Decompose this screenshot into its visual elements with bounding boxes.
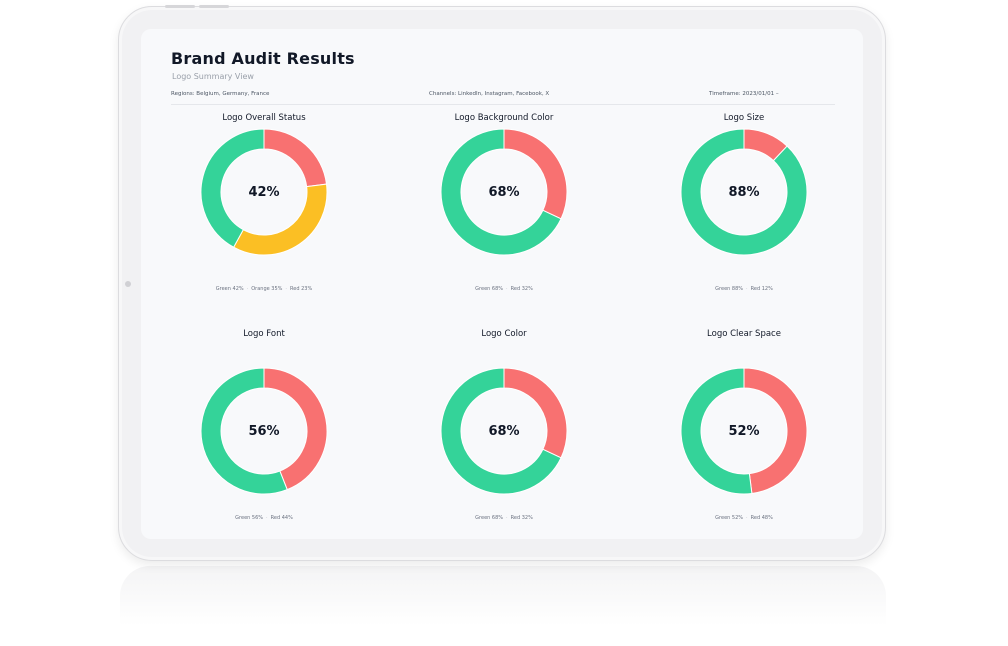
donut-chart [200,128,328,256]
timeframe-filter[interactable]: Timeframe: 2023/01/01 – [709,91,779,97]
donut-segment-green [440,128,562,256]
chart-panel-logo-color: Logo Color 68% Green 68% · Red 32% [394,329,614,539]
channels-filter[interactable]: Channels: LinkedIn, Instagram, Facebook,… [429,91,550,97]
regions-filter[interactable]: Regions: Belgium, Germany, France [171,91,270,97]
chart-legend: Green 42% · Orange 35% · Red 23% [215,286,313,292]
device-reflection [120,566,886,626]
legend-item: Green 56% [235,515,264,521]
donut-segment-green [200,128,265,248]
dashboard-screen: Brand Audit Results Logo Summary View Re… [141,29,863,539]
chart-title: Logo Clear Space [707,329,781,339]
chart-title: Logo Background Color [454,113,554,123]
page-subtitle: Logo Summary View [172,72,254,81]
donut-chart [680,128,808,256]
center-percentage: 56% [248,423,280,439]
chart-title: Logo Overall Status [222,113,306,123]
filter-bar: Regions: Belgium, Germany, France Channe… [171,91,835,103]
chart-panel-logo-clear-space: Logo Clear Space 52% Green 52% · Red 48% [634,329,854,539]
chart-title: Logo Size [723,113,765,123]
chart-legend: Green 52% · Red 48% [715,515,773,521]
legend-item: Red 12% [750,286,773,292]
legend-item: Green 42% [215,286,244,292]
donut-segment-green [200,367,288,495]
legend-item: Green 52% [715,515,744,521]
header-divider [171,104,835,105]
center-percentage: 52% [728,423,760,439]
donut-chart [680,367,808,495]
chart-panel-logo-font: Logo Font 56% Green 56% · Red 44% [154,329,374,539]
chart-panel-logo-size: Logo Size 88% Green 88% · Red 12% [634,113,854,323]
legend-item: Orange 35% [251,286,283,292]
legend-item: Green 68% [475,286,504,292]
donut-chart [440,367,568,495]
center-percentage: 88% [728,184,760,200]
donut-segment-red [743,367,808,495]
donut-chart [440,128,568,256]
donut-segment-green [680,128,808,256]
donut-segment-red [263,367,328,491]
center-percentage: 68% [488,423,520,439]
chart-legend: Green 68% · Red 32% [475,515,533,521]
legend-item: Red 32% [510,286,533,292]
chart-title: Logo Font [243,329,285,339]
legend-item: Green 68% [475,515,504,521]
legend-item: Green 88% [715,286,744,292]
center-percentage: 68% [488,184,520,200]
camera-dot [125,281,131,287]
page-title: Brand Audit Results [171,49,355,68]
chart-panel-logo-background-color: Logo Background Color 68% Green 68% · Red … [394,113,614,323]
chart-legend: Green 88% · Red 12% [715,286,773,292]
tablet-frame: Brand Audit Results Logo Summary View Re… [118,5,886,561]
legend-item: Red 23% [290,286,313,292]
hardware-button [199,5,229,8]
legend-item: Red 44% [270,515,293,521]
legend-item: Red 32% [510,515,533,521]
legend-item: Red 48% [750,515,773,521]
chart-title: Logo Color [481,329,527,339]
donut-chart [200,367,328,495]
donut-segment-green [440,367,562,495]
donut-segment-green [680,367,753,495]
chart-legend: Green 56% · Red 44% [235,515,293,521]
center-percentage: 42% [248,184,280,200]
hardware-button [165,5,195,8]
chart-panel-logo-overall-status: Logo Overall Status 42% Green 42% · Orange… [154,113,374,323]
chart-legend: Green 68% · Red 32% [475,286,533,292]
